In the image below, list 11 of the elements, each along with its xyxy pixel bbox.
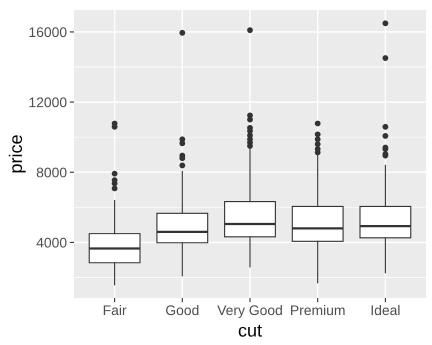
y-tick-label: 4000: [36, 238, 67, 248]
x-tick-label: Very Good: [217, 304, 282, 318]
x-axis-title: cut: [238, 324, 262, 337]
x-tick-label: Ideal: [372, 304, 400, 316]
x-tick-label: Fair: [104, 304, 126, 316]
y-tick-label: 8000: [36, 168, 67, 178]
y-tick-label: 12000: [29, 97, 67, 108]
y-tick-label: 16000: [29, 27, 67, 38]
y-axis-title: price: [8, 135, 26, 172]
x-tick-label: Good: [166, 304, 198, 316]
x-tick-label: Premium: [291, 304, 345, 316]
